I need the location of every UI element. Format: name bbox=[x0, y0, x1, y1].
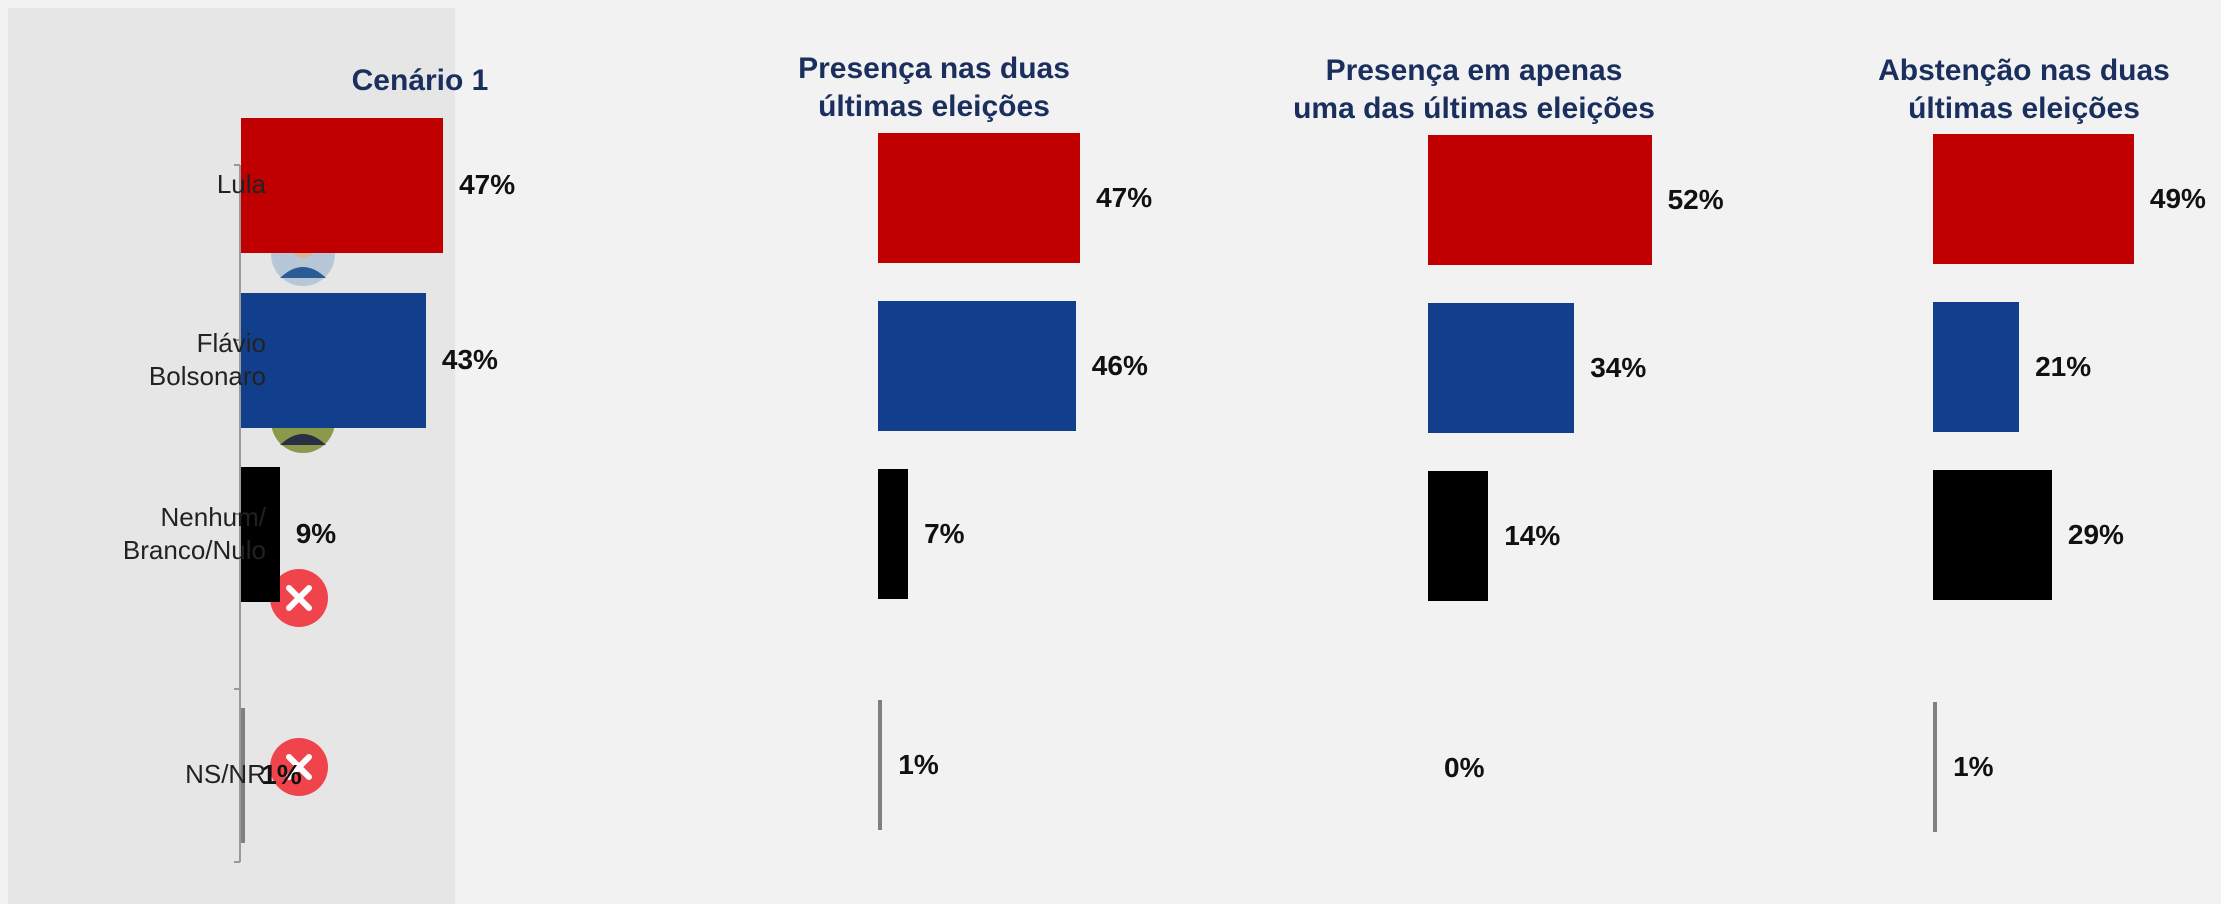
category-label: Lula bbox=[216, 169, 266, 199]
value-label: 0% bbox=[1444, 752, 1485, 783]
value-label: 1% bbox=[898, 749, 939, 780]
bar bbox=[878, 301, 1076, 431]
category-label: NS/NR bbox=[185, 759, 266, 789]
bar bbox=[1428, 471, 1489, 601]
value-label: 47% bbox=[459, 169, 516, 200]
value-label: 52% bbox=[1667, 184, 1724, 215]
bar bbox=[878, 700, 883, 830]
bar bbox=[241, 466, 280, 602]
bar bbox=[1428, 135, 1652, 265]
value-label: 43% bbox=[441, 344, 498, 375]
value-label: 34% bbox=[1590, 352, 1647, 383]
bar bbox=[878, 469, 909, 599]
axis-ticks bbox=[234, 164, 240, 863]
chart-title: Presença nas duas últimas eleições bbox=[798, 52, 1070, 123]
bar bbox=[241, 292, 426, 428]
chart-title: Presença em apenas uma das últimas eleiç… bbox=[1293, 54, 1655, 125]
bar bbox=[1933, 302, 2020, 432]
chart-title: Abstenção nas duas últimas eleições bbox=[1878, 54, 2170, 125]
bar bbox=[1933, 702, 1938, 832]
value-label: 1% bbox=[261, 759, 302, 790]
category-label: Nenhum/ Branco/Nulo bbox=[122, 502, 266, 565]
chart-title: Cenário 1 bbox=[351, 64, 489, 97]
none-icon bbox=[270, 738, 328, 796]
value-label: 9% bbox=[295, 518, 337, 549]
value-label: 1% bbox=[1953, 751, 1994, 782]
value-label: 7% bbox=[924, 518, 965, 549]
value-label: 46% bbox=[1091, 350, 1148, 381]
bar bbox=[878, 133, 1081, 263]
category-label: Flávio Bolsonaro bbox=[148, 328, 266, 391]
value-label: 49% bbox=[2149, 183, 2206, 214]
none-icon bbox=[270, 569, 328, 627]
bar bbox=[1933, 470, 2052, 600]
value-label: 21% bbox=[2035, 351, 2092, 382]
value-label: 14% bbox=[1504, 520, 1561, 551]
bar bbox=[241, 117, 444, 253]
value-label: 29% bbox=[2067, 519, 2124, 550]
value-label: 47% bbox=[1096, 182, 1153, 213]
bar bbox=[241, 707, 246, 843]
bar bbox=[1428, 303, 1575, 433]
bar bbox=[1933, 134, 2134, 264]
